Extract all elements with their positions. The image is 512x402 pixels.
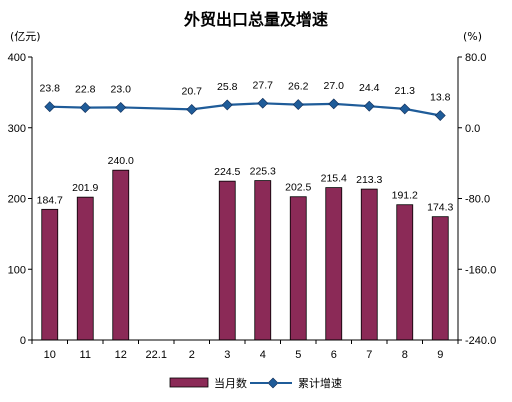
line-point-8 xyxy=(399,103,411,115)
bar-11 xyxy=(76,196,94,341)
x-tick-label: 5 xyxy=(295,349,301,361)
line-layer xyxy=(44,97,446,121)
bar-value-label: 224.5 xyxy=(214,166,240,178)
legend-line-label: 累计增速 xyxy=(298,376,342,390)
line-point-5 xyxy=(292,99,304,111)
bar-value-label: 191.2 xyxy=(392,190,418,202)
bars-layer xyxy=(41,169,449,341)
growth-line xyxy=(49,102,441,117)
bar-value-label: 202.5 xyxy=(285,182,311,194)
right-tick-label: -160.0 xyxy=(465,264,496,276)
bar-12 xyxy=(112,169,130,341)
bar-value-label: 240.0 xyxy=(108,155,134,167)
line-value-label: 24.4 xyxy=(359,82,380,94)
line-value-label: 25.8 xyxy=(217,81,238,93)
line-value-label: 13.8 xyxy=(430,92,451,104)
right-tick-label: -240.0 xyxy=(465,335,496,347)
legend: 当月数 累计增速 xyxy=(169,376,342,390)
bar-value-label: 201.9 xyxy=(72,182,98,194)
labels-layer: 184.7 201.9 240.0 224.5 225.3 202.5 215.4 213.3… xyxy=(37,79,454,213)
line-point-7 xyxy=(363,100,375,112)
line-value-label: 26.2 xyxy=(288,81,309,93)
chart-title: 外贸出口总量及增速 xyxy=(183,10,328,29)
x-tick-label: 6 xyxy=(331,349,337,361)
bar-10 xyxy=(41,208,59,341)
bar-9 xyxy=(431,216,449,341)
x-tick-label: 22.1 xyxy=(146,349,167,361)
x-tick-label: 10 xyxy=(44,349,56,361)
right-axis-unit: (%) xyxy=(463,30,482,43)
x-tick-label: 8 xyxy=(402,349,408,361)
legend-bar-swatch xyxy=(169,377,209,388)
line-value-label: 23.8 xyxy=(40,83,61,95)
line-point-4 xyxy=(257,97,269,109)
bar-4 xyxy=(254,180,272,341)
line-point-2 xyxy=(186,104,198,115)
left-axis-unit: (亿元) xyxy=(10,30,41,43)
bar-6 xyxy=(325,187,343,341)
bar-7 xyxy=(360,188,378,341)
bar-value-label: 213.3 xyxy=(356,174,382,186)
bar-3 xyxy=(218,180,236,341)
line-value-label: 22.8 xyxy=(75,84,96,96)
line-point-6 xyxy=(328,98,340,110)
x-tick-label: 4 xyxy=(260,349,266,361)
line-point-11 xyxy=(79,102,91,114)
line-value-label: 27.7 xyxy=(253,79,274,91)
x-tick-label: 7 xyxy=(366,349,372,361)
bar-value-label: 174.3 xyxy=(427,202,453,214)
legend-line-marker xyxy=(267,377,279,389)
left-tick-label: 100 xyxy=(8,264,26,276)
legend-bar-label: 当月数 xyxy=(214,376,247,390)
bar-value-label: 225.3 xyxy=(250,166,276,178)
bar-value-label: 215.4 xyxy=(321,173,347,185)
line-point-12 xyxy=(115,101,127,113)
bar-8 xyxy=(396,204,414,341)
line-point-3 xyxy=(221,99,233,111)
bar-value-label: 184.7 xyxy=(37,194,63,206)
line-value-label: 27.0 xyxy=(324,80,345,92)
right-tick-label: -80.0 xyxy=(465,194,490,206)
left-tick-label: 300 xyxy=(8,123,26,135)
line-point-10 xyxy=(44,101,56,113)
line-point-9 xyxy=(434,110,446,121)
right-tick-label: 80.0 xyxy=(465,52,486,64)
left-tick-label: 0 xyxy=(20,335,26,347)
line-value-label: 23.0 xyxy=(111,83,132,95)
axes-layer: 0 100 200 300 400 -240.0 -160.0 -80.0 0.0 80.0 10 1… xyxy=(8,52,497,361)
left-tick-label: 400 xyxy=(8,52,26,64)
x-tick-label: 3 xyxy=(224,349,230,361)
x-tick-label: 11 xyxy=(80,349,91,361)
x-tick-label: 12 xyxy=(115,349,127,361)
x-tick-label: 9 xyxy=(437,349,443,361)
line-value-label: 20.7 xyxy=(182,85,203,97)
left-tick-label: 200 xyxy=(8,194,26,206)
bar-5 xyxy=(289,196,307,341)
line-value-label: 21.3 xyxy=(395,85,416,97)
x-tick-label: 2 xyxy=(189,349,195,361)
right-tick-label: 0.0 xyxy=(465,123,480,135)
